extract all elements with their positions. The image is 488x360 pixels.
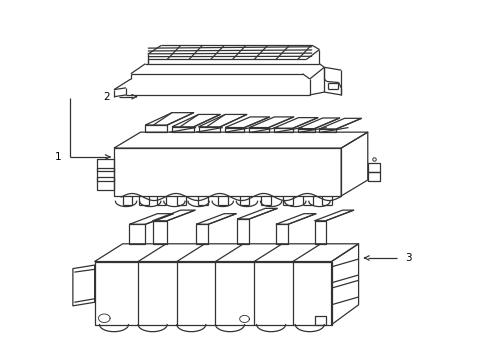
- Text: 3: 3: [405, 253, 411, 263]
- Text: 2: 2: [103, 92, 110, 102]
- Text: 1: 1: [55, 152, 61, 162]
